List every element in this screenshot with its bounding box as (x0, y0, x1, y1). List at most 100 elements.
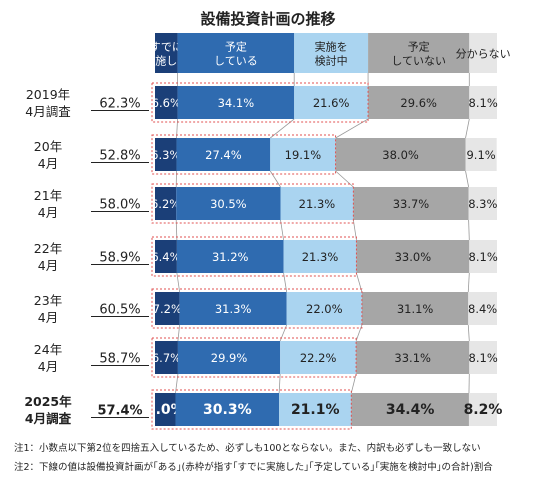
category-label: 4月 (38, 310, 58, 325)
data-label: 8.1% (469, 351, 498, 365)
bar-segment (176, 240, 284, 273)
data-label: 8.1% (469, 250, 498, 264)
highlight-frame (151, 236, 357, 277)
total-value: 52.8% (99, 149, 140, 164)
data-label: 8.1% (469, 96, 498, 110)
legend-label: 実施を (315, 40, 348, 54)
connector-line (350, 373, 357, 394)
data-label: 33.1% (394, 351, 431, 365)
data-label: 19.1% (285, 148, 322, 162)
category-label: 23年 (34, 293, 62, 308)
legend-swatch (177, 33, 295, 73)
category-label: 2025年 (24, 394, 72, 409)
bar-segment (279, 393, 352, 426)
bar-segment (155, 393, 176, 426)
highlight-frame (151, 134, 337, 175)
bar-segment (468, 187, 497, 220)
category-label: 4月調査 (25, 104, 71, 119)
legend-label: 予定 (408, 40, 430, 54)
data-label: 31.2% (212, 250, 249, 264)
data-label: 34.1% (218, 96, 255, 110)
bar-segment (356, 240, 470, 273)
connector-line (465, 170, 470, 188)
bar-segment (155, 86, 178, 119)
bar-segment (155, 292, 180, 325)
category-label: 24年 (34, 342, 62, 357)
highlight-frame (151, 183, 354, 224)
data-label: 31.1% (397, 302, 434, 316)
bar-segment (270, 138, 336, 171)
legend-label: すでに (150, 41, 183, 54)
bar-segment (155, 187, 177, 220)
data-label: 33.0% (395, 250, 432, 264)
bar-segment (356, 341, 470, 374)
category-label: 4月 (38, 205, 58, 220)
bar-segment (177, 341, 281, 374)
legend-label: 検討中 (315, 54, 348, 68)
total-value: 58.7% (99, 352, 140, 367)
data-label: 27.4% (205, 148, 242, 162)
data-label: 30.5% (210, 197, 247, 211)
legend-label: している (214, 55, 258, 68)
bar-segment (353, 187, 469, 220)
data-label: 29.9% (211, 351, 248, 365)
bar-segment (335, 138, 466, 171)
legend-swatch (469, 33, 497, 73)
highlight-frame (151, 337, 357, 378)
connector-line (269, 170, 281, 188)
data-label: 21.3% (302, 250, 339, 264)
data-label: 7.2% (153, 302, 182, 316)
bar-segment (465, 138, 497, 171)
data-label: 6.3% (151, 148, 180, 162)
connector-line (335, 170, 354, 188)
bar-segment (361, 292, 469, 325)
connector-line (352, 219, 357, 241)
connector-line (283, 272, 288, 293)
bar-segment (368, 86, 470, 119)
connector-line (467, 272, 470, 293)
data-label: 9.1% (466, 148, 495, 162)
bar-segment (155, 240, 177, 273)
highlight-frame (151, 82, 369, 123)
bar-segment (177, 86, 295, 119)
total-value: 60.5% (99, 303, 140, 318)
connector-line (176, 272, 181, 293)
bar-segment (469, 341, 497, 374)
data-label: 6.7% (152, 351, 181, 365)
bar-segment (155, 138, 177, 171)
connector-line (467, 324, 470, 342)
legend-label: していない (391, 55, 446, 68)
data-label: 38.0% (382, 148, 419, 162)
data-label: 8.4% (468, 302, 497, 316)
bar-segment (351, 393, 469, 426)
footnote-1: 注1：小数点以下第2位を四捨五入しているため、必ずしも100とならない。また、内… (14, 443, 481, 454)
data-label: 8.3% (468, 197, 497, 211)
bar-segment (176, 187, 281, 220)
connector-line (177, 324, 181, 342)
bar-segment (283, 240, 357, 273)
data-label: 6.4% (151, 250, 180, 264)
legend-label: 実施した (144, 54, 188, 68)
chart-title: 設備投資計画の推移 (200, 10, 335, 28)
bar-segment (280, 187, 354, 220)
bar-segment (469, 240, 497, 273)
category-label: 4月 (38, 258, 58, 273)
highlight-frame (151, 288, 363, 329)
bar-segment (286, 292, 362, 325)
bar-segment (175, 393, 280, 426)
legend-label: 分からない (456, 48, 511, 61)
data-label: 21.1% (291, 402, 340, 418)
data-label: 22.2% (300, 351, 337, 365)
total-value: 58.0% (99, 198, 140, 213)
data-label: 6.0% (146, 402, 185, 418)
data-label: 31.3% (215, 302, 252, 316)
data-label: 22.0% (306, 302, 343, 316)
category-label: 20年 (34, 139, 62, 154)
bar-segment (280, 341, 357, 374)
bar-segment (468, 292, 497, 325)
total-value: 58.9% (99, 251, 140, 266)
data-label: 6.2% (151, 197, 180, 211)
connector-line (278, 373, 281, 394)
category-label: 4月 (38, 156, 58, 171)
